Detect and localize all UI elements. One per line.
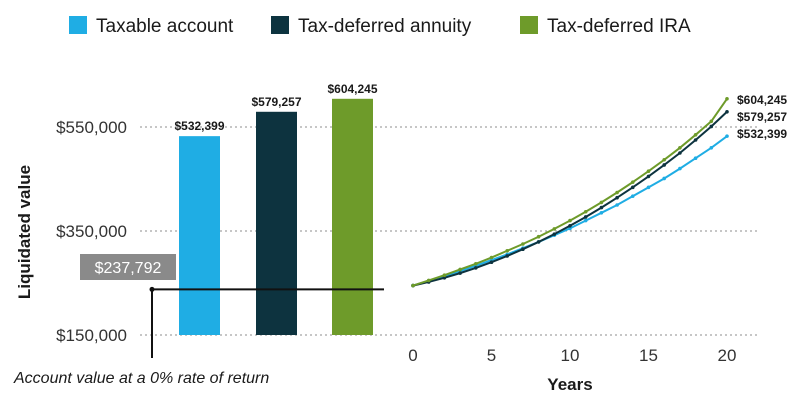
y-axis-title: Liquidated value [15, 165, 34, 299]
series-point-ira [583, 209, 588, 214]
series-point-ira [411, 283, 415, 288]
legend-swatch-ira [520, 16, 538, 34]
series-point-annuity [536, 240, 541, 244]
series-point-annuity [693, 138, 698, 142]
series-point-annuity [442, 276, 447, 280]
y-tick-150000: $150,000 [56, 326, 127, 345]
series-point-ira [474, 261, 478, 266]
series-point-taxable [662, 176, 666, 181]
series-point-taxable [599, 211, 604, 215]
x-axis-title: Years [547, 375, 592, 394]
line-chart: $532,399 $579,257 $604,245 [411, 93, 787, 288]
series-point-ira [646, 169, 651, 173]
bar-value-label-taxable: $532,399 [174, 119, 224, 133]
series-point-annuity [646, 174, 651, 179]
bar-group [179, 98, 373, 335]
gridlines [140, 126, 760, 336]
series-point-ira [615, 190, 619, 195]
series-point-annuity [709, 124, 714, 129]
series-end-label-ira: $604,245 [737, 93, 787, 107]
x-tick-0: 0 [408, 346, 417, 365]
baseline-annotation: $237,792 Account value at a 0% rate of r… [13, 254, 384, 387]
series-point-ira [599, 200, 604, 205]
baseline-value-box [80, 254, 176, 280]
series-point-annuity [631, 185, 635, 190]
series-point-taxable [678, 166, 682, 171]
series-point-ira [552, 227, 557, 231]
series-point-annuity [521, 247, 525, 251]
baseline-note: Account value at a 0% rate of return [13, 370, 269, 387]
series-point-ira [458, 267, 462, 272]
series-point-taxable [693, 156, 698, 160]
series-point-annuity [662, 163, 666, 167]
series-point-annuity [489, 260, 494, 265]
series-point-taxable [709, 146, 714, 150]
series-point-taxable [568, 226, 572, 231]
series-point-ira [489, 255, 494, 260]
series-point-annuity [552, 232, 557, 236]
bar-value-label-annuity: $579,257 [251, 95, 301, 109]
series-point-ira [709, 119, 714, 124]
baseline-value-label: $237,792 [95, 260, 162, 277]
x-tick-5: 5 [487, 346, 496, 365]
series-point-annuity [615, 195, 619, 200]
series-point-annuity [725, 109, 729, 114]
series-line-annuity [412, 111, 728, 287]
series-point-annuity [474, 266, 478, 270]
series-point-annuity [583, 215, 588, 219]
series-point-ira [426, 278, 431, 283]
series-point-annuity [458, 271, 462, 275]
series-point-ira [521, 242, 525, 246]
series-point-ira [678, 146, 682, 150]
series-point-ira [568, 218, 572, 223]
series-end-label-taxable: $532,399 [737, 127, 787, 141]
series-point-ira [725, 96, 729, 101]
series-point-taxable [583, 218, 588, 223]
series-point-ira [631, 180, 635, 184]
bar-value-label-ira: $604,245 [327, 82, 377, 96]
x-tick-20: 20 [718, 346, 737, 365]
x-tick-10: 10 [561, 346, 580, 365]
series-point-annuity [568, 224, 572, 228]
series-point-annuity [678, 151, 682, 155]
y-tick-550000: $550,000 [56, 118, 127, 137]
series-point-taxable [615, 203, 619, 207]
series-point-ira [693, 133, 698, 137]
series-point-ira [662, 157, 666, 162]
x-ticks: 0 5 10 15 20 [408, 346, 736, 365]
legend: Taxable account Tax-deferred annuity Tax… [69, 16, 691, 37]
series-point-annuity [599, 205, 604, 210]
y-tick-350000: $350,000 [56, 222, 127, 241]
series-point-taxable [725, 134, 729, 138]
legend-swatch-taxable [69, 16, 87, 34]
legend-label-ira: Tax-deferred IRA [547, 16, 691, 37]
series-point-taxable [646, 185, 651, 190]
legend-label-taxable: Taxable account [96, 16, 234, 37]
series-end-label-annuity: $579,257 [737, 110, 787, 124]
baseline-marker [149, 286, 155, 292]
series-point-annuity [505, 254, 510, 258]
bar-taxable [179, 136, 220, 335]
series-point-ira [536, 234, 541, 239]
series-point-taxable [631, 194, 635, 198]
bar-annuity [256, 111, 297, 335]
x-tick-15: 15 [639, 346, 658, 365]
series-point-ira [442, 273, 447, 278]
legend-swatch-annuity [271, 16, 289, 34]
bar-ira [332, 98, 373, 335]
series-point-ira [505, 248, 510, 253]
legend-label-annuity: Tax-deferred annuity [298, 16, 472, 37]
series-line-taxable [412, 135, 728, 287]
